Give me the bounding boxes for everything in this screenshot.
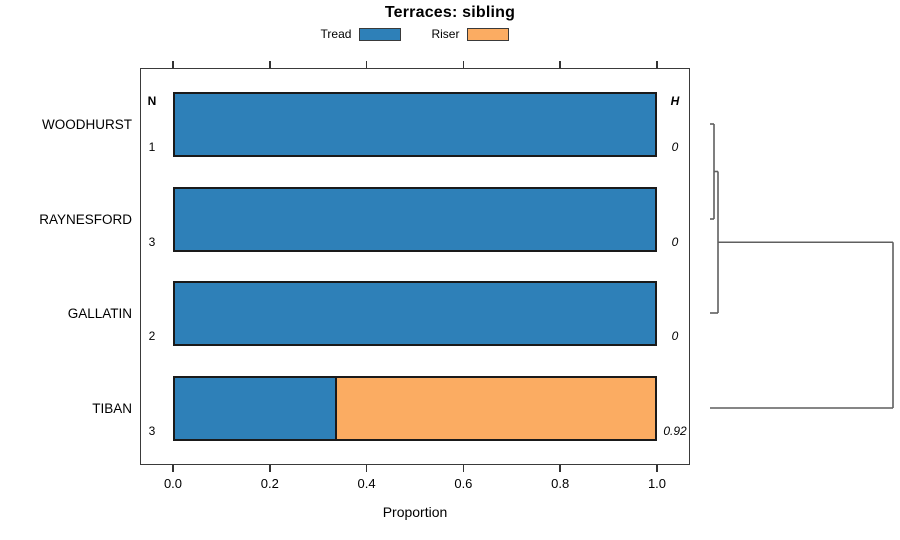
n-value: 3 [148,235,156,249]
category-label: GALLATIN [67,306,132,321]
bar-row [173,376,657,441]
x-tick-label: 1.0 [647,476,667,491]
n-value: 1 [148,140,156,154]
category-label: WOODHURST [42,117,132,132]
x-tick-top [172,61,174,68]
x-tick-bottom [172,465,174,472]
category-label: TIBAN [92,401,132,416]
bar-row [173,92,657,157]
bar-segment-tread [175,378,335,439]
bar-segment-tread [175,283,655,344]
x-tick-bottom [559,465,561,472]
x-tick-label: 0.8 [551,476,570,491]
bar-segment-tread [175,94,655,155]
n-value: 2 [148,329,156,343]
x-tick-top [365,61,368,68]
legend-item-tread: Tread [321,27,402,41]
legend-swatch [467,27,510,41]
legend: Tread Riser [140,25,690,43]
x-tick-bottom [365,465,368,472]
h-value: 0 [671,329,679,343]
h-value: 0 [671,140,679,154]
n-column-header: N [147,94,157,108]
x-tick-bottom [656,465,658,472]
bar-row [173,281,657,346]
x-tick-top [462,61,465,68]
h-column-header: H [670,94,680,108]
x-axis-title: Proportion [382,504,448,520]
x-tick-label: 0.0 [163,476,183,491]
bar-row [173,187,657,252]
x-tick-bottom [269,465,271,472]
category-label: RAYNESFORD [39,212,132,227]
x-tick-label: 0.6 [454,476,473,491]
legend-swatch [359,27,402,41]
plot-box [140,68,690,465]
x-tick-bottom [462,465,465,472]
legend-item-riser: Riser [431,27,510,41]
bar-segment-tread [175,189,655,250]
x-tick-top [269,61,271,68]
n-value: 3 [148,424,156,438]
legend-label-tread: Tread [320,27,352,41]
x-tick-top [559,61,561,68]
h-value: 0.92 [663,424,687,438]
legend-label-riser: Riser [431,27,460,41]
x-tick-label: 0.2 [260,476,279,491]
chart-title: Terraces: sibling [384,4,516,21]
x-tick-label: 0.4 [357,476,376,491]
h-value: 0 [671,235,679,249]
bar-segment-riser [334,378,655,439]
x-tick-top [656,61,658,68]
